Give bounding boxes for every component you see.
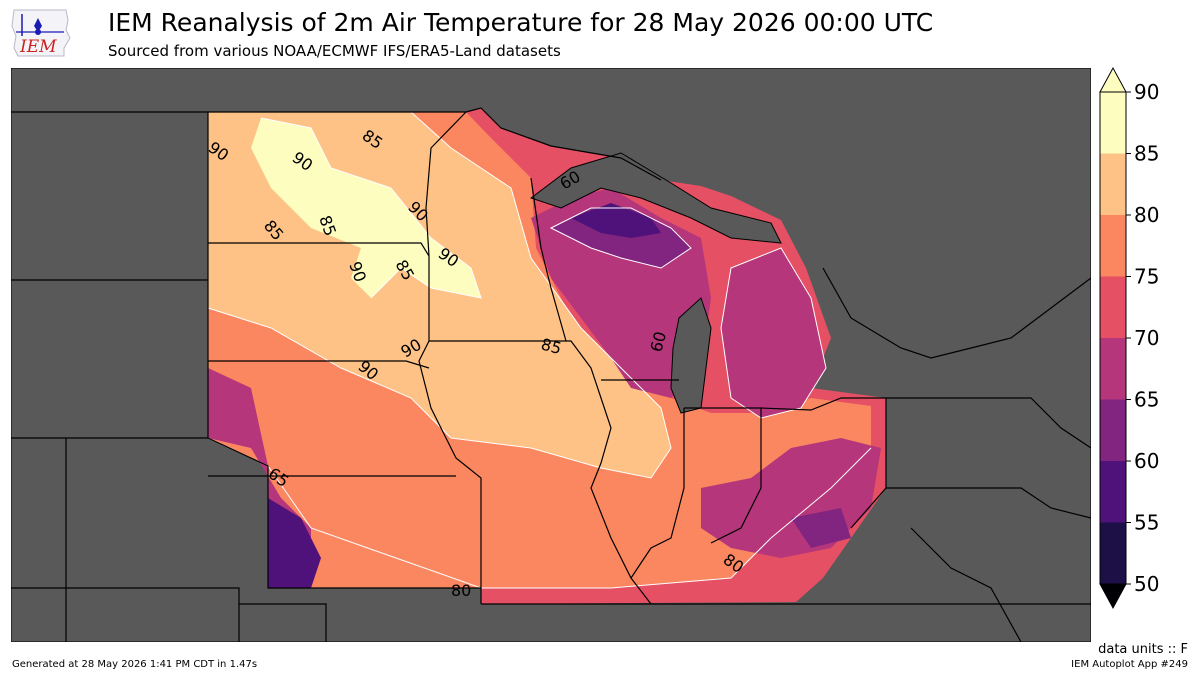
band-60-sw: [268, 498, 321, 588]
map-subtitle: Sourced from various NOAA/ECMWF IFS/ERA5…: [108, 42, 561, 60]
colorbar-swatch: [1100, 338, 1126, 400]
colorbar: 50 55 60 65 70 75 80 85 90: [1099, 66, 1159, 610]
state-borders: [11, 107, 1091, 642]
map-title: IEM Reanalysis of 2m Air Temperature for…: [108, 8, 934, 37]
colorbar-swatch: [1100, 461, 1126, 523]
band-60-north: [571, 203, 661, 238]
colorbar-tick-label: 90: [1134, 80, 1159, 104]
band-70-mi: [721, 248, 826, 418]
colorbar-labels: 50 55 60 65 70 75 80 85 90: [1126, 80, 1159, 596]
contour-label: 85: [539, 335, 564, 359]
colorbar-tick-label: 50: [1134, 572, 1159, 596]
colorbar-swatch: [1100, 276, 1126, 338]
generated-timestamp: Generated at 28 May 2026 1:41 PM CDT in …: [12, 659, 258, 670]
logo-text: IEM: [19, 37, 57, 57]
contour-lines: [207, 111, 872, 589]
contour-label: 60: [647, 329, 671, 354]
colorbar-tick-label: 80: [1134, 203, 1159, 227]
lake-superior: [529, 152, 782, 244]
temperature-map: 90 90 85 90 85 85 90 90 85 90 90 65 80 8…: [11, 68, 1091, 642]
colorbar-swatches: [1099, 66, 1127, 610]
colorbar-over-arrow: [1099, 66, 1127, 93]
colorbar-tick-label: 75: [1134, 265, 1159, 289]
iem-logo: IEM: [11, 9, 71, 57]
colorbar-tick-label: 65: [1134, 388, 1159, 412]
band-90: [251, 118, 481, 298]
data-units-label: data units :: F: [1098, 642, 1188, 657]
colorbar-tick-label: 55: [1134, 511, 1159, 535]
colorbar-swatch: [1100, 153, 1126, 215]
colorbar-swatch: [1100, 215, 1126, 277]
band-65-oh: [791, 508, 851, 548]
contour-label: 80: [451, 581, 471, 600]
colorbar-tick-label: 70: [1134, 326, 1159, 350]
iowa-outline-icon: [11, 9, 71, 57]
autoplot-app-id: IEM Autoplot App #249: [1071, 659, 1188, 670]
colorbar-swatch: [1100, 522, 1126, 584]
colorbar-tick-label: 85: [1134, 142, 1159, 166]
temperature-fill: [208, 108, 886, 604]
colorbar-swatch: [1100, 92, 1126, 154]
colorbar-tick-label: 60: [1134, 449, 1159, 473]
colorbar-swatch: [1100, 399, 1126, 461]
colorbar-under-arrow: [1099, 583, 1127, 610]
